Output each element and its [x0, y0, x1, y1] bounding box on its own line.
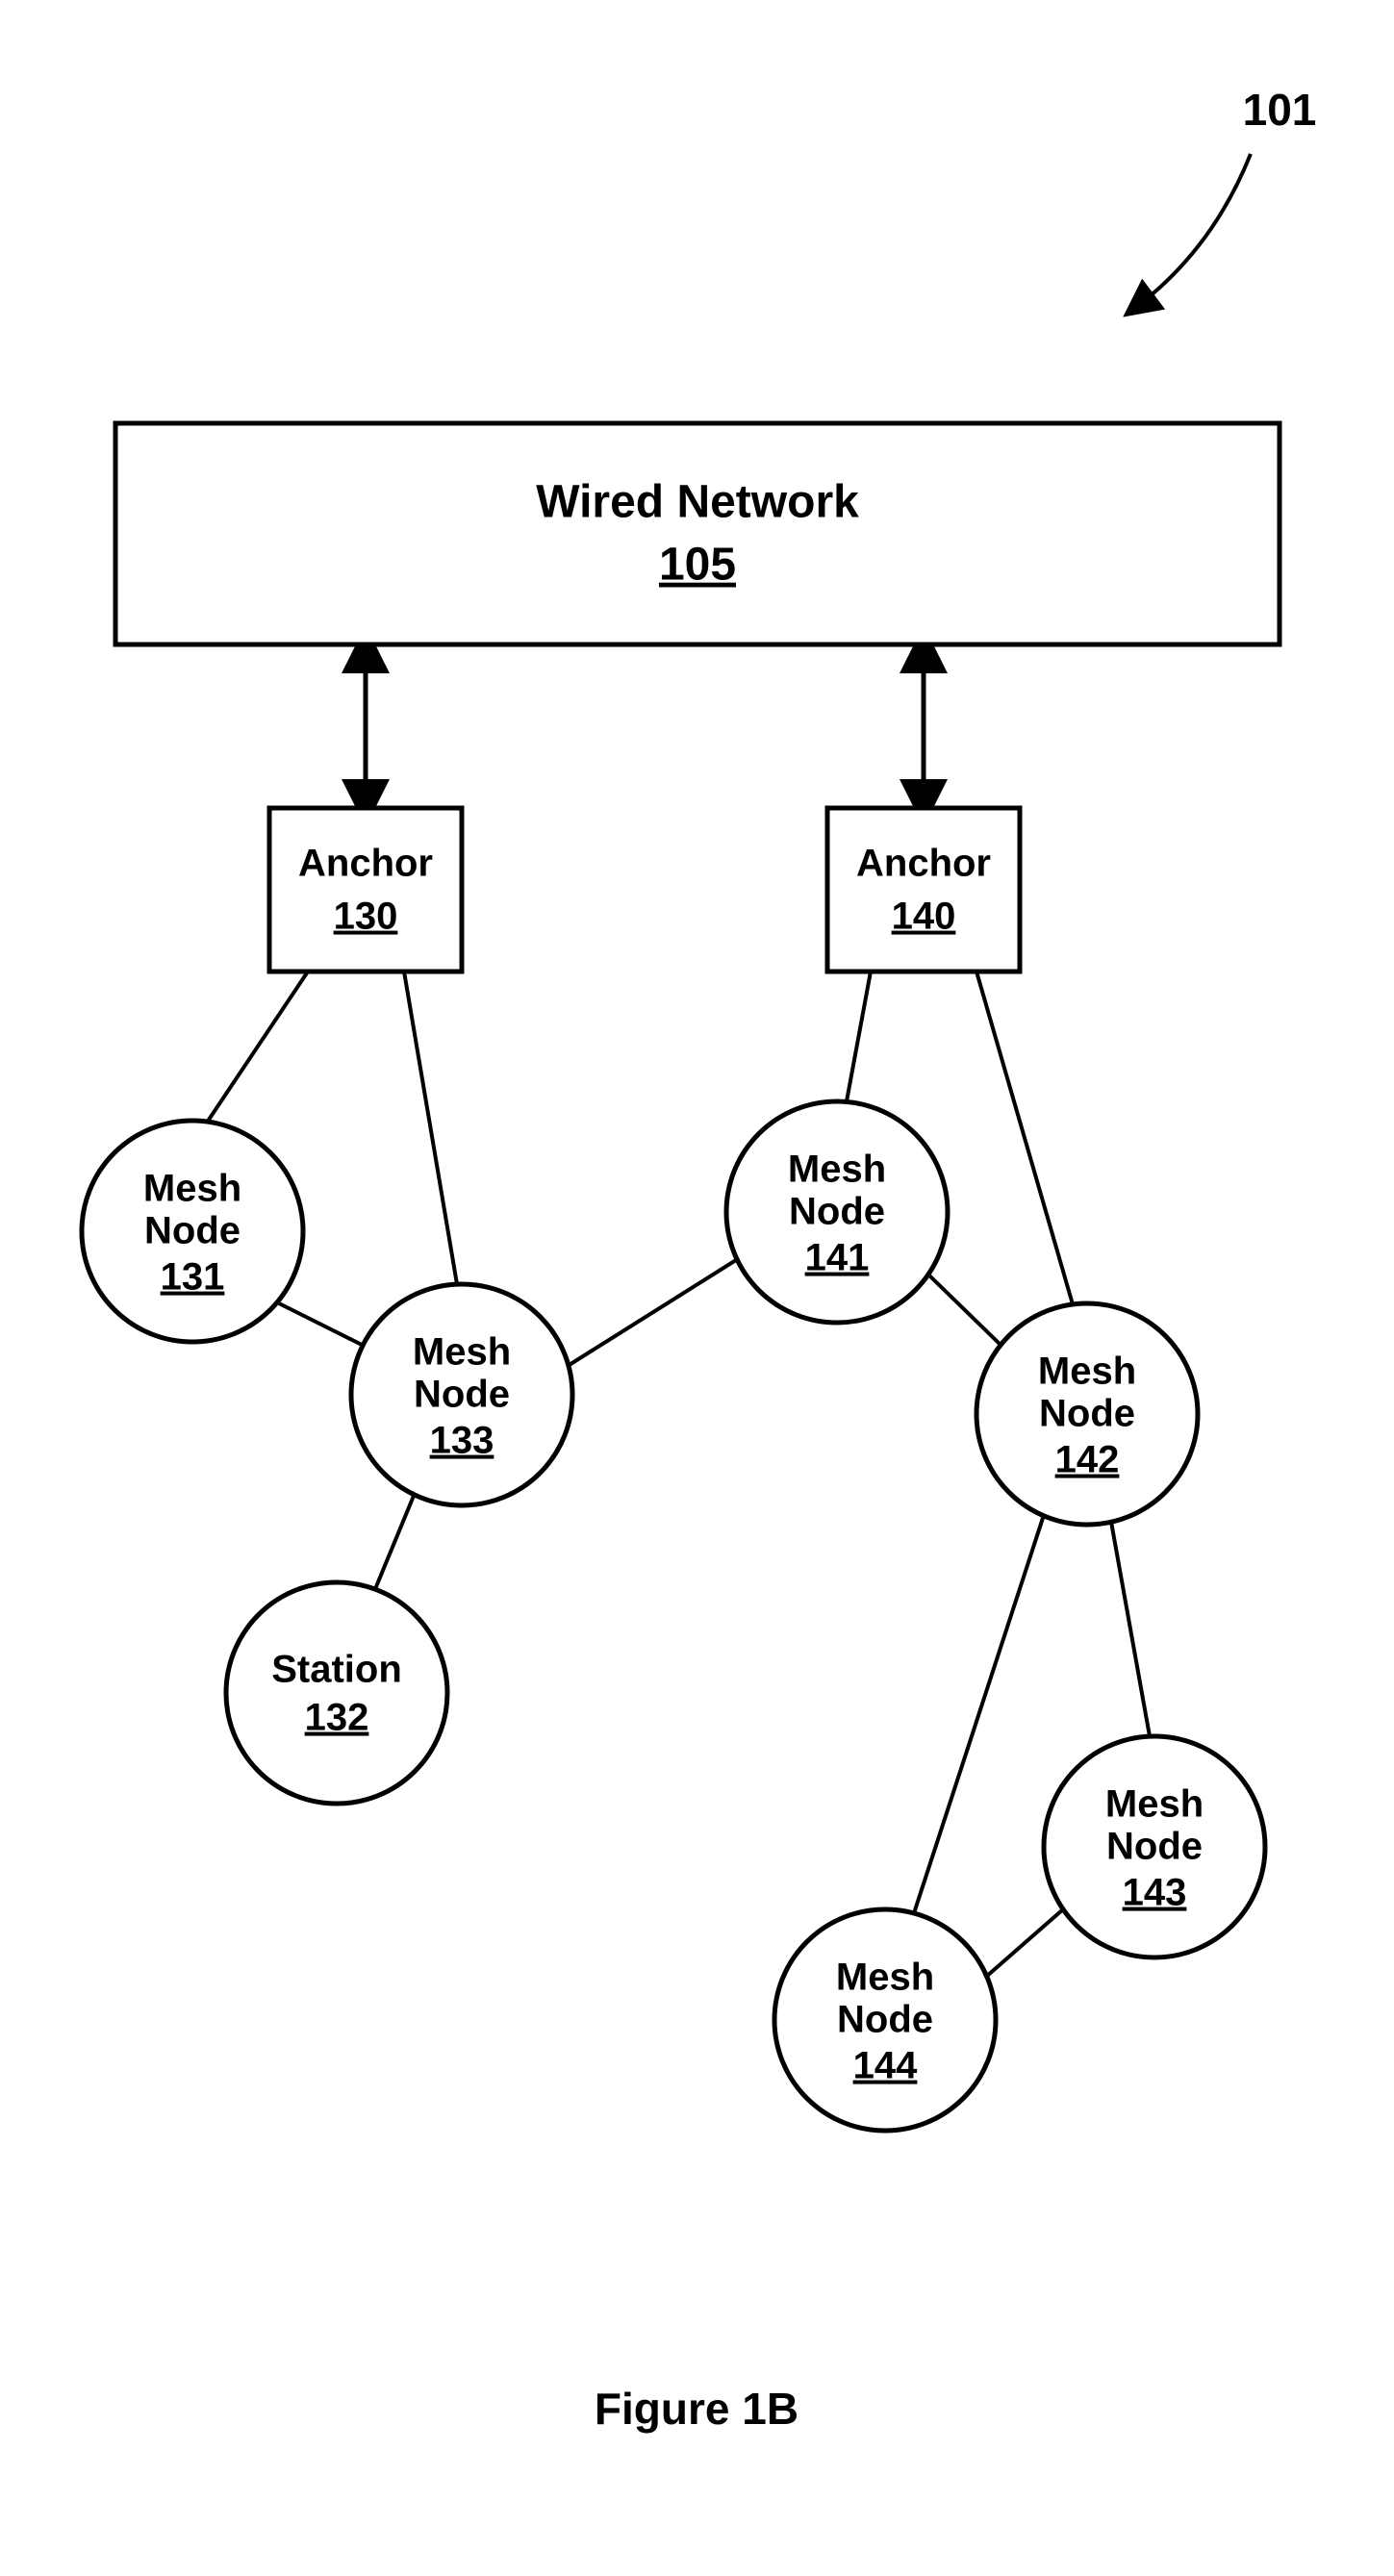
node-number: 131 [161, 1256, 225, 1299]
node-label-line1: Mesh [1105, 1783, 1204, 1826]
e-141-142 [928, 1275, 1001, 1345]
anchor-140: Anchor 140 [827, 808, 1020, 972]
node-label-line2: Node [837, 1999, 933, 2041]
anchor-number: 130 [334, 896, 398, 938]
mesh-143: MeshNode143 [1044, 1736, 1265, 1957]
node-label-line2: Node [1039, 1393, 1135, 1435]
figure-caption: Figure 1B [595, 2384, 798, 2434]
node-label-line1: Mesh [413, 1331, 511, 1374]
node-number: 142 [1055, 1439, 1120, 1481]
e-142-144 [914, 1515, 1044, 1913]
e-130-131 [207, 972, 308, 1123]
node-number: 133 [430, 1420, 494, 1462]
mesh-144: MeshNode144 [774, 1909, 996, 2131]
e-140-141 [847, 972, 871, 1101]
e-130-133 [404, 972, 457, 1284]
node-label-line1: Mesh [1038, 1351, 1136, 1393]
figure-ref-arrow [1135, 154, 1251, 308]
e-133-141 [568, 1260, 736, 1366]
node-label: Station [271, 1649, 402, 1691]
node-number: 132 [305, 1697, 369, 1739]
mesh-133: MeshNode133 [351, 1284, 572, 1505]
anchor-130: Anchor 130 [269, 808, 462, 972]
node-label-line1: Mesh [836, 1957, 934, 1999]
node-label-line1: Mesh [788, 1149, 886, 1191]
mesh-131: MeshNode131 [82, 1121, 303, 1342]
anchor-label: Anchor [298, 843, 433, 885]
anchor-number: 140 [892, 896, 956, 938]
station-132: Station 132 [226, 1582, 447, 1804]
mesh-142: MeshNode142 [976, 1303, 1198, 1525]
node-label-line2: Node [414, 1374, 510, 1416]
node-label-line1: Mesh [143, 1168, 241, 1210]
node-label-line2: Node [789, 1191, 885, 1233]
e-140-142 [976, 972, 1073, 1304]
wired-network-box: Wired Network 105 [115, 423, 1280, 644]
e-143-144 [986, 1909, 1063, 1977]
node-label-line2: Node [144, 1210, 241, 1252]
wired-network-number: 105 [659, 540, 736, 591]
e-131-133 [279, 1303, 366, 1347]
node-number: 141 [805, 1237, 870, 1279]
wired-network-label: Wired Network [536, 477, 859, 528]
node-number: 143 [1123, 1872, 1187, 1914]
e-133-132 [375, 1496, 414, 1589]
node-number: 144 [853, 2045, 918, 2087]
mesh-141: MeshNode141 [726, 1101, 948, 1323]
e-142-143 [1111, 1522, 1150, 1736]
anchor-label: Anchor [856, 843, 991, 885]
figure-ref-number: 101 [1243, 85, 1317, 135]
node-label-line2: Node [1106, 1826, 1203, 1868]
